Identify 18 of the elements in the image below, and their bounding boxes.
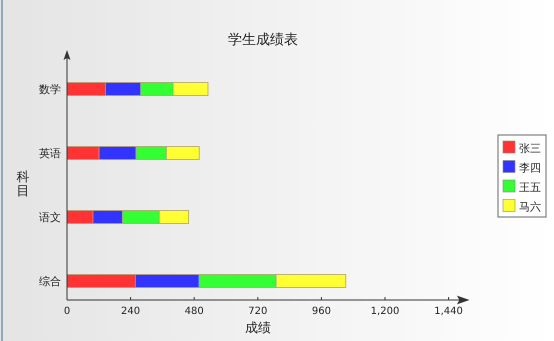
x-tick-label: 720 bbox=[248, 306, 268, 317]
x-tick-label: 0 bbox=[64, 306, 70, 317]
y-axis-title: 科目 bbox=[16, 170, 30, 199]
x-tick-label: 240 bbox=[121, 306, 140, 317]
y-tick-label: 语文 bbox=[39, 211, 61, 224]
x-tick-label: 480 bbox=[184, 306, 204, 317]
legend-label: 李四 bbox=[519, 162, 541, 174]
x-tick-label: 1,200 bbox=[370, 306, 400, 317]
y-tick-label: 综合 bbox=[39, 275, 61, 288]
chart-title: 学生成绩表 bbox=[228, 32, 298, 48]
y-tick-label: 数学 bbox=[39, 83, 61, 96]
legend-label: 张三 bbox=[519, 142, 541, 155]
x-axis-title: 成绩 bbox=[245, 321, 271, 336]
legend-label: 王五 bbox=[519, 181, 541, 194]
x-tick-label: 960 bbox=[312, 306, 331, 317]
y-tick-label: 英语 bbox=[39, 147, 61, 160]
legend-label: 马六 bbox=[519, 200, 541, 214]
x-tick-label: 1,440 bbox=[434, 306, 463, 317]
